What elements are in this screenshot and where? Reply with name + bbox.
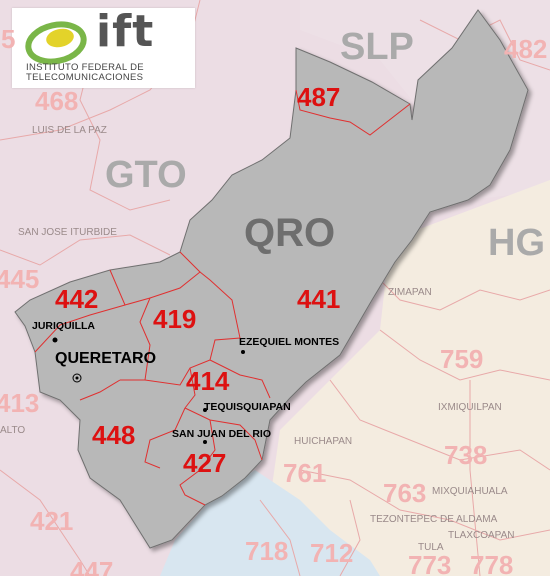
area-code-419: 419 xyxy=(153,304,197,334)
logo-wordmark: ift xyxy=(96,6,155,57)
area-code-442: 442 xyxy=(55,284,99,314)
neighbor-code-445: 445 xyxy=(0,264,40,294)
neighbor-code-447: 447 xyxy=(70,556,114,576)
neighbor-code-413: 413 xyxy=(0,388,40,418)
state-label-hg: HG xyxy=(488,222,545,264)
neighbor-code-482: 482 xyxy=(504,34,548,64)
area-code-441: 441 xyxy=(297,284,341,314)
neighbor-code-773: 773 xyxy=(408,550,452,576)
tequisquiapan-dot xyxy=(203,408,207,412)
area-code-414: 414 xyxy=(186,366,230,396)
ift-logo: ift INSTITUTO FEDERAL DE TELECOMUNICACIO… xyxy=(12,6,195,88)
place-label-huichapan: HUICHAPAN xyxy=(294,436,353,447)
ift-logo-mark-icon xyxy=(25,21,87,65)
place-label-ixmiquilpan: IXMIQUILPAN xyxy=(438,402,502,413)
place-label-tezontepec: TEZONTEPEC DE ALDAMA xyxy=(370,514,498,525)
place-label-ezequiel-montes: EZEQUIEL MONTES xyxy=(239,336,340,348)
place-label-luis-de-la-paz: LUIS DE LA PAZ xyxy=(32,125,107,136)
neighbor-code-761: 761 xyxy=(283,458,327,488)
queretaro-capital-marker xyxy=(72,373,82,383)
place-label-tula: TULA xyxy=(418,542,444,553)
logo-line2: TELECOMUNICACIONES xyxy=(26,72,144,83)
logo-line1: INSTITUTO FEDERAL DE xyxy=(26,62,144,73)
neighbor-code-738: 738 xyxy=(444,440,488,470)
hg-region xyxy=(270,180,550,576)
place-label-san-jose-iturbide: SAN JOSE ITURBIDE xyxy=(18,227,117,238)
state-label-qro: QRO xyxy=(244,211,336,255)
neighbor-code-5: 5 xyxy=(1,24,16,54)
place-label-alto: ALTO xyxy=(0,425,26,436)
place-label-zimapan: ZIMAPAN xyxy=(388,287,432,298)
place-label-tlaxcoapan: TLAXCOAPAN xyxy=(448,530,515,541)
juriquilla-dot xyxy=(52,337,58,343)
municipal-borders xyxy=(34,89,411,506)
neighbor-code-421: 421 xyxy=(30,506,74,536)
place-label-queretaro: QUERETARO xyxy=(55,350,157,367)
area-code-448: 448 xyxy=(92,420,136,450)
neighbor-code-763: 763 xyxy=(383,478,427,508)
place-label-tequisquiapan: TEQUISQUIAPAN xyxy=(204,401,291,413)
neighbor-code-468: 468 xyxy=(35,86,79,116)
state-label-slp: SLP xyxy=(340,26,414,68)
queretaro-capital-dot xyxy=(75,376,79,380)
neighbor-code-759: 759 xyxy=(440,344,484,374)
area-code-487: 487 xyxy=(297,82,341,112)
san-juan-del-rio-dot xyxy=(203,440,207,444)
place-label-juriquilla: JURIQUILLA xyxy=(32,320,95,332)
place-label-mixquiahuala: MIXQUIAHUALA xyxy=(432,486,508,497)
neighbor-code-718: 718 xyxy=(245,536,289,566)
state-label-gto: GTO xyxy=(105,154,187,196)
place-label-san-juan-del-rio: SAN JUAN DEL RIO xyxy=(172,428,271,440)
neighbor-code-712: 712 xyxy=(310,538,354,568)
queretaro-state xyxy=(14,9,529,549)
neighbor-code-778: 778 xyxy=(470,550,514,576)
area-code-427: 427 xyxy=(183,448,227,478)
ezequiel-montes-dot xyxy=(241,350,245,354)
